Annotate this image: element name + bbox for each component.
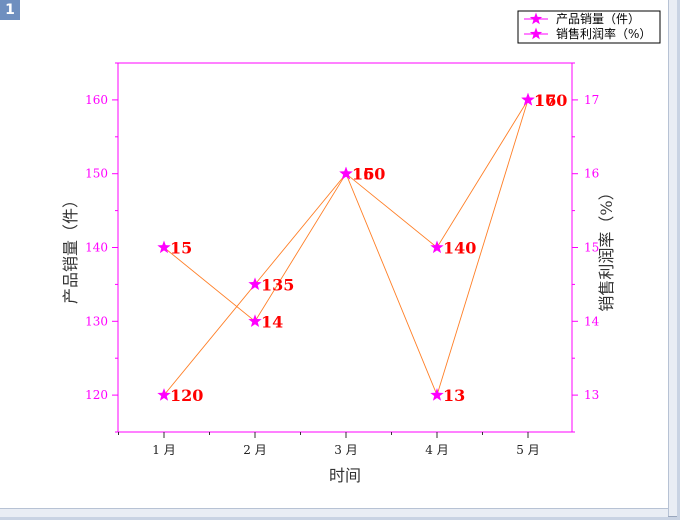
- left-tick-label: 150: [85, 167, 108, 181]
- page-number-badge[interactable]: 1: [0, 0, 20, 20]
- y-axis-title: 产品销量（件）: [61, 192, 80, 304]
- series-1-data-label: 135: [261, 275, 294, 294]
- series-2-point: [248, 314, 262, 327]
- legend: 产品销量（件）销售利润率（%）: [517, 10, 661, 44]
- series-1-data-label: 150: [352, 165, 385, 184]
- y2-axis-title: 销售利润率（%）: [597, 184, 616, 311]
- x-tick-label: 3 月: [334, 443, 357, 457]
- chart-svg: 产品销量（件）销售利润率（%） 120130140150160131415161…: [61, 10, 661, 485]
- series-2-point: [430, 388, 444, 401]
- bottom-scroll-strip[interactable]: [0, 508, 668, 517]
- series-1-data-label: 120: [170, 386, 203, 405]
- series-markers: [157, 92, 535, 401]
- left-tick-label: 120: [85, 388, 108, 402]
- legend-box: [517, 10, 661, 44]
- series-2-point: [157, 240, 171, 254]
- axis-ticks: [112, 62, 578, 438]
- series-2-point: [521, 92, 535, 106]
- tick-labels: 120 130 140 150 160 13 14 15 16 17 1 月 2 月 3 月 4 月 5 月: [85, 93, 600, 457]
- legend-star-icon: [529, 27, 543, 40]
- series-1-point: [430, 240, 444, 254]
- series-2-data-label: 13: [443, 386, 465, 405]
- right-tick-label: 17: [584, 93, 599, 107]
- legend-label: 产品销量（件）: [556, 12, 640, 26]
- x-axis-title: 时间: [329, 466, 361, 485]
- x-tick-label: 4 月: [425, 443, 448, 457]
- x-tick-label: 2 月: [243, 443, 266, 457]
- right-tick-label: 16: [584, 167, 599, 181]
- left-tick-label: 140: [85, 241, 108, 255]
- left-tick-label: 130: [85, 314, 108, 328]
- series-1-data-label: 140: [443, 239, 476, 258]
- right-scroll-strip[interactable]: [668, 0, 677, 516]
- series-1-data-label: 160: [534, 91, 567, 110]
- series-1-point: [157, 388, 171, 401]
- series-1-point: [248, 277, 262, 291]
- right-tick-label: 13: [584, 388, 599, 402]
- legend-label: 销售利润率（%）: [556, 26, 651, 41]
- series-2-point: [339, 166, 353, 180]
- series-2-data-label: 15: [170, 239, 192, 258]
- x-tick-label: 1 月: [152, 443, 175, 457]
- data-labels: 120 135 150 140 160 15 14 16 13 17: [170, 91, 567, 405]
- x-tick-label: 5 月: [516, 443, 539, 457]
- series-2-data-label: 16: [352, 165, 374, 184]
- series-2-data-label: 14: [261, 312, 283, 331]
- right-tick-label: 15: [584, 241, 599, 255]
- right-tick-label: 14: [584, 314, 600, 328]
- left-tick-label: 160: [85, 93, 108, 107]
- legend-star-icon: [529, 12, 543, 25]
- series-2-data-label: 17: [534, 91, 556, 110]
